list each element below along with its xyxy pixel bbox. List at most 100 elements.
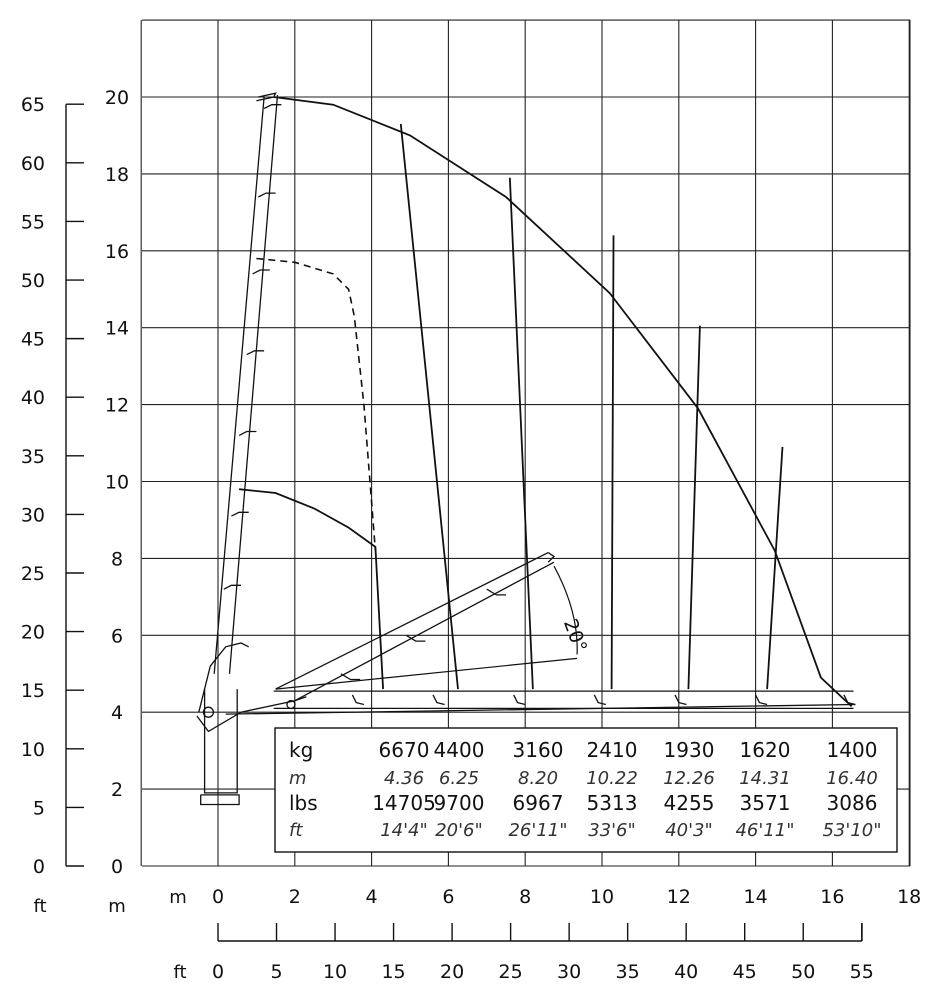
y-axis-m-unit: m <box>108 896 126 917</box>
boom-joint <box>351 694 365 706</box>
load-table-cell: 16.40 <box>826 768 878 789</box>
y-axis-ft-tick-label: 15 <box>21 680 45 702</box>
y-axis-ft-tick-label: 20 <box>21 622 45 644</box>
x-axis-m-tick-label: 12 <box>667 886 691 908</box>
y-axis-m-tick-label: 16 <box>105 241 129 263</box>
angle-label: 20° <box>559 616 591 655</box>
angle-arc <box>553 565 578 655</box>
y-axis-m-tick-label: 10 <box>105 472 129 494</box>
x-axis-ft-tick-label: 15 <box>381 961 405 983</box>
load-table-cell: 6967 <box>513 791 564 815</box>
load-table-cell: 46'11" <box>735 820 794 841</box>
boom-tip <box>256 92 277 102</box>
outer-envelope-curve <box>273 96 853 708</box>
load-table-cell: 3086 <box>827 791 878 815</box>
y-axis-ft-tick-label: 65 <box>21 94 45 116</box>
y-axis-ft-tick-label: 10 <box>21 739 45 761</box>
load-table-row-label: kg <box>289 738 313 762</box>
load-table-cell: 1930 <box>664 738 715 762</box>
x-axis-m-tick-label: 14 <box>744 886 768 908</box>
crane-pivot <box>202 706 215 718</box>
y-axis-m-tick-label: 12 <box>105 395 129 417</box>
x-axis-ft-tick-label: 25 <box>499 961 523 983</box>
load-curves <box>239 96 853 708</box>
boom-joint <box>246 350 265 356</box>
load-table-cell: 1620 <box>740 738 791 762</box>
boom-joint <box>513 694 526 706</box>
boom-joint <box>486 588 506 596</box>
y-axis-ft-tick-label: 60 <box>21 153 45 175</box>
load-table-cell: 20'6" <box>435 820 483 841</box>
reach-line <box>687 325 701 690</box>
boom-joint <box>432 694 445 706</box>
horizontal-boom-rail <box>225 703 856 715</box>
load-table-cell: 26'11" <box>508 820 567 841</box>
x-axis-ft-tick-label: 0 <box>212 961 224 983</box>
boom-joint <box>405 634 426 642</box>
y-axis-ft-tick-label: 35 <box>21 446 45 468</box>
chart-axes: 0510152025303540455055606502468101214161… <box>21 87 921 983</box>
reach-line <box>610 235 615 690</box>
x-axis-ft-tick-label: 50 <box>791 961 815 983</box>
x-axis-m-tick-label: 8 <box>519 886 531 908</box>
x-axis-m-tick-label: 18 <box>897 886 921 908</box>
x-axis-ft-tick-label: 10 <box>323 961 347 983</box>
inclined-boom-rail <box>275 552 549 690</box>
x-axis-ft-tick-label: 55 <box>850 961 874 983</box>
angle-reference-line <box>275 657 578 690</box>
boom-joint <box>263 104 282 110</box>
x-axis-m-tick-label: 10 <box>590 886 614 908</box>
y-axis-m-tick-label: 14 <box>105 318 129 340</box>
vertical-boom-rail <box>228 95 279 674</box>
boom-joint <box>252 269 270 275</box>
load-table-cell: 8.20 <box>518 768 558 789</box>
vertical-boom-rail <box>213 96 265 674</box>
load-table-cell: 14.31 <box>739 768 791 789</box>
load-table-row-label: ft <box>289 820 303 841</box>
x-axis-ft-tick-label: 20 <box>440 961 464 983</box>
load-table-cell: 3571 <box>740 791 791 815</box>
boom-joint <box>223 584 241 590</box>
y-axis-m-tick-label: 18 <box>105 164 129 186</box>
y-axis-ft-tick-label: 40 <box>21 387 45 409</box>
inner-envelope-curve <box>239 488 384 690</box>
inclined-boom-tip <box>547 552 556 563</box>
crane-column <box>203 689 238 794</box>
load-table: kg 6670 4400 3160 2410 1930 1620 1400 m 4.36 6.25 8… <box>274 727 898 853</box>
load-table-cell: 4255 <box>664 791 715 815</box>
load-table-cell: 2410 <box>587 738 638 762</box>
y-axis-m-tick-label: 4 <box>111 702 123 724</box>
load-table-cell: 53'10" <box>822 820 881 841</box>
crane-arm <box>196 696 307 733</box>
boom-joint <box>593 694 606 706</box>
load-table-cell: 5313 <box>587 791 638 815</box>
load-table-cell: 1400 <box>827 738 878 762</box>
y-axis-m-tick-label: 20 <box>105 87 129 109</box>
x-axis-ft-tick-label: 30 <box>557 961 581 983</box>
load-table-cell: 12.26 <box>663 768 715 789</box>
boom-joint <box>238 430 257 436</box>
load-table-cell: 40'3" <box>665 820 713 841</box>
load-table-cell: 10.22 <box>586 768 638 789</box>
y-axis-m-tick-label: 6 <box>111 625 123 647</box>
load-table-cell: 14705 <box>372 791 436 815</box>
x-axis-ft-tick-label: 45 <box>733 961 757 983</box>
load-table-cell: 14'4" <box>380 820 428 841</box>
y-axis-m-tick-label: 0 <box>111 856 123 878</box>
load-table-cell: 3160 <box>513 738 564 762</box>
reach-line <box>508 177 534 690</box>
y-axis-ft-tick-label: 25 <box>21 563 45 585</box>
x-axis-ft-tick-label: 35 <box>616 961 640 983</box>
boom-joint <box>340 673 361 681</box>
x-axis-ft-tick-label: 40 <box>674 961 698 983</box>
load-table-cell: 4400 <box>434 738 485 762</box>
x-axis-ft-tick-label: 5 <box>270 961 282 983</box>
y-axis-ft-tick-label: 5 <box>33 797 45 819</box>
y-axis-m-tick-label: 8 <box>111 548 123 570</box>
load-table-cell: 9700 <box>434 791 485 815</box>
reach-line <box>399 123 459 690</box>
dashed-envelope-curve <box>256 257 377 551</box>
load-table-cell: 4.36 <box>384 768 424 789</box>
load-table-cell: 6670 <box>379 738 430 762</box>
load-table-row-label: lbs <box>289 791 318 815</box>
